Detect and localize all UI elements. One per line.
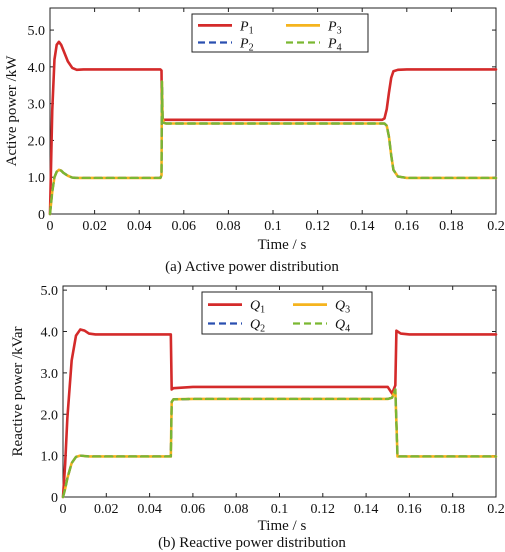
- y-tick-label: 5.0: [28, 24, 46, 39]
- x-tick-label: 0.04: [127, 219, 152, 234]
- y-tick-label: 1.0: [41, 450, 59, 465]
- legend-box: [191, 13, 369, 53]
- x-axis-label: Time / s: [258, 518, 307, 534]
- series-line-p4: [48, 80, 498, 216]
- x-tick-label: 0.16: [397, 502, 422, 517]
- series-line-p1: [48, 40, 498, 216]
- y-axis-label: Reactive power /kVar: [10, 327, 26, 457]
- y-tick-label: 1.0: [28, 171, 46, 186]
- y-tick-label: 0: [51, 491, 58, 506]
- y-tick-label: 4.0: [41, 326, 59, 341]
- y-tick-label: 3.0: [41, 367, 59, 382]
- x-tick-label: 0.2: [487, 219, 505, 234]
- y-tick-label: 4.0: [28, 61, 46, 76]
- x-tick-label: 0.12: [311, 502, 336, 517]
- x-tick-label: 0.1: [271, 502, 289, 517]
- x-tick-label: 0.06: [181, 502, 206, 517]
- x-tick-label: 0.14: [354, 502, 379, 517]
- x-tick-label: 0.2: [487, 502, 505, 517]
- x-tick-label: 0.04: [137, 502, 162, 517]
- x-tick-label: 0.06: [172, 219, 197, 234]
- x-tick-label: 0.1: [264, 219, 282, 234]
- x-tick-label: 0.02: [82, 219, 107, 234]
- series-line-q4: [61, 388, 498, 499]
- y-tick-label: 3.0: [28, 98, 46, 113]
- x-tick-label: 0: [47, 219, 54, 234]
- chart-caption: (a) Active power distribution: [165, 259, 339, 275]
- legend-box: [201, 291, 373, 335]
- x-tick-label: 0.08: [224, 502, 249, 517]
- x-axis-label: Time / s: [258, 237, 307, 253]
- x-tick-label: 0.02: [94, 502, 119, 517]
- y-tick-label: 0: [38, 208, 45, 223]
- series-line-q1: [61, 328, 498, 499]
- y-axis-label: Active power /kW: [4, 55, 20, 167]
- chart-panel-b: 0 0.02 0.04 0.06 0.08 0.1 0.12 0.14 0.16 0.18 0.2 0…: [10, 284, 505, 551]
- y-tick-label: 2.0: [28, 134, 46, 149]
- y-tick-label: 5.0: [41, 284, 59, 299]
- x-tick-label: 0.18: [440, 502, 465, 517]
- x-tick-label: 0.16: [395, 219, 420, 234]
- x-tick-label: 0.18: [439, 219, 464, 234]
- x-tick-label: 0: [60, 502, 67, 517]
- x-tick-label: 0.12: [305, 219, 330, 234]
- y-tick-label: 2.0: [41, 408, 59, 423]
- chart-caption: (b) Reactive power distribution: [158, 535, 346, 551]
- x-tick-label: 0.08: [216, 219, 241, 234]
- x-tick-label: 0.14: [350, 219, 375, 234]
- chart-panel-a: 0 0.02 0.04 0.06 0.08 0.1 0.12 0.14 0.16 0.18 0.2 0…: [4, 7, 505, 275]
